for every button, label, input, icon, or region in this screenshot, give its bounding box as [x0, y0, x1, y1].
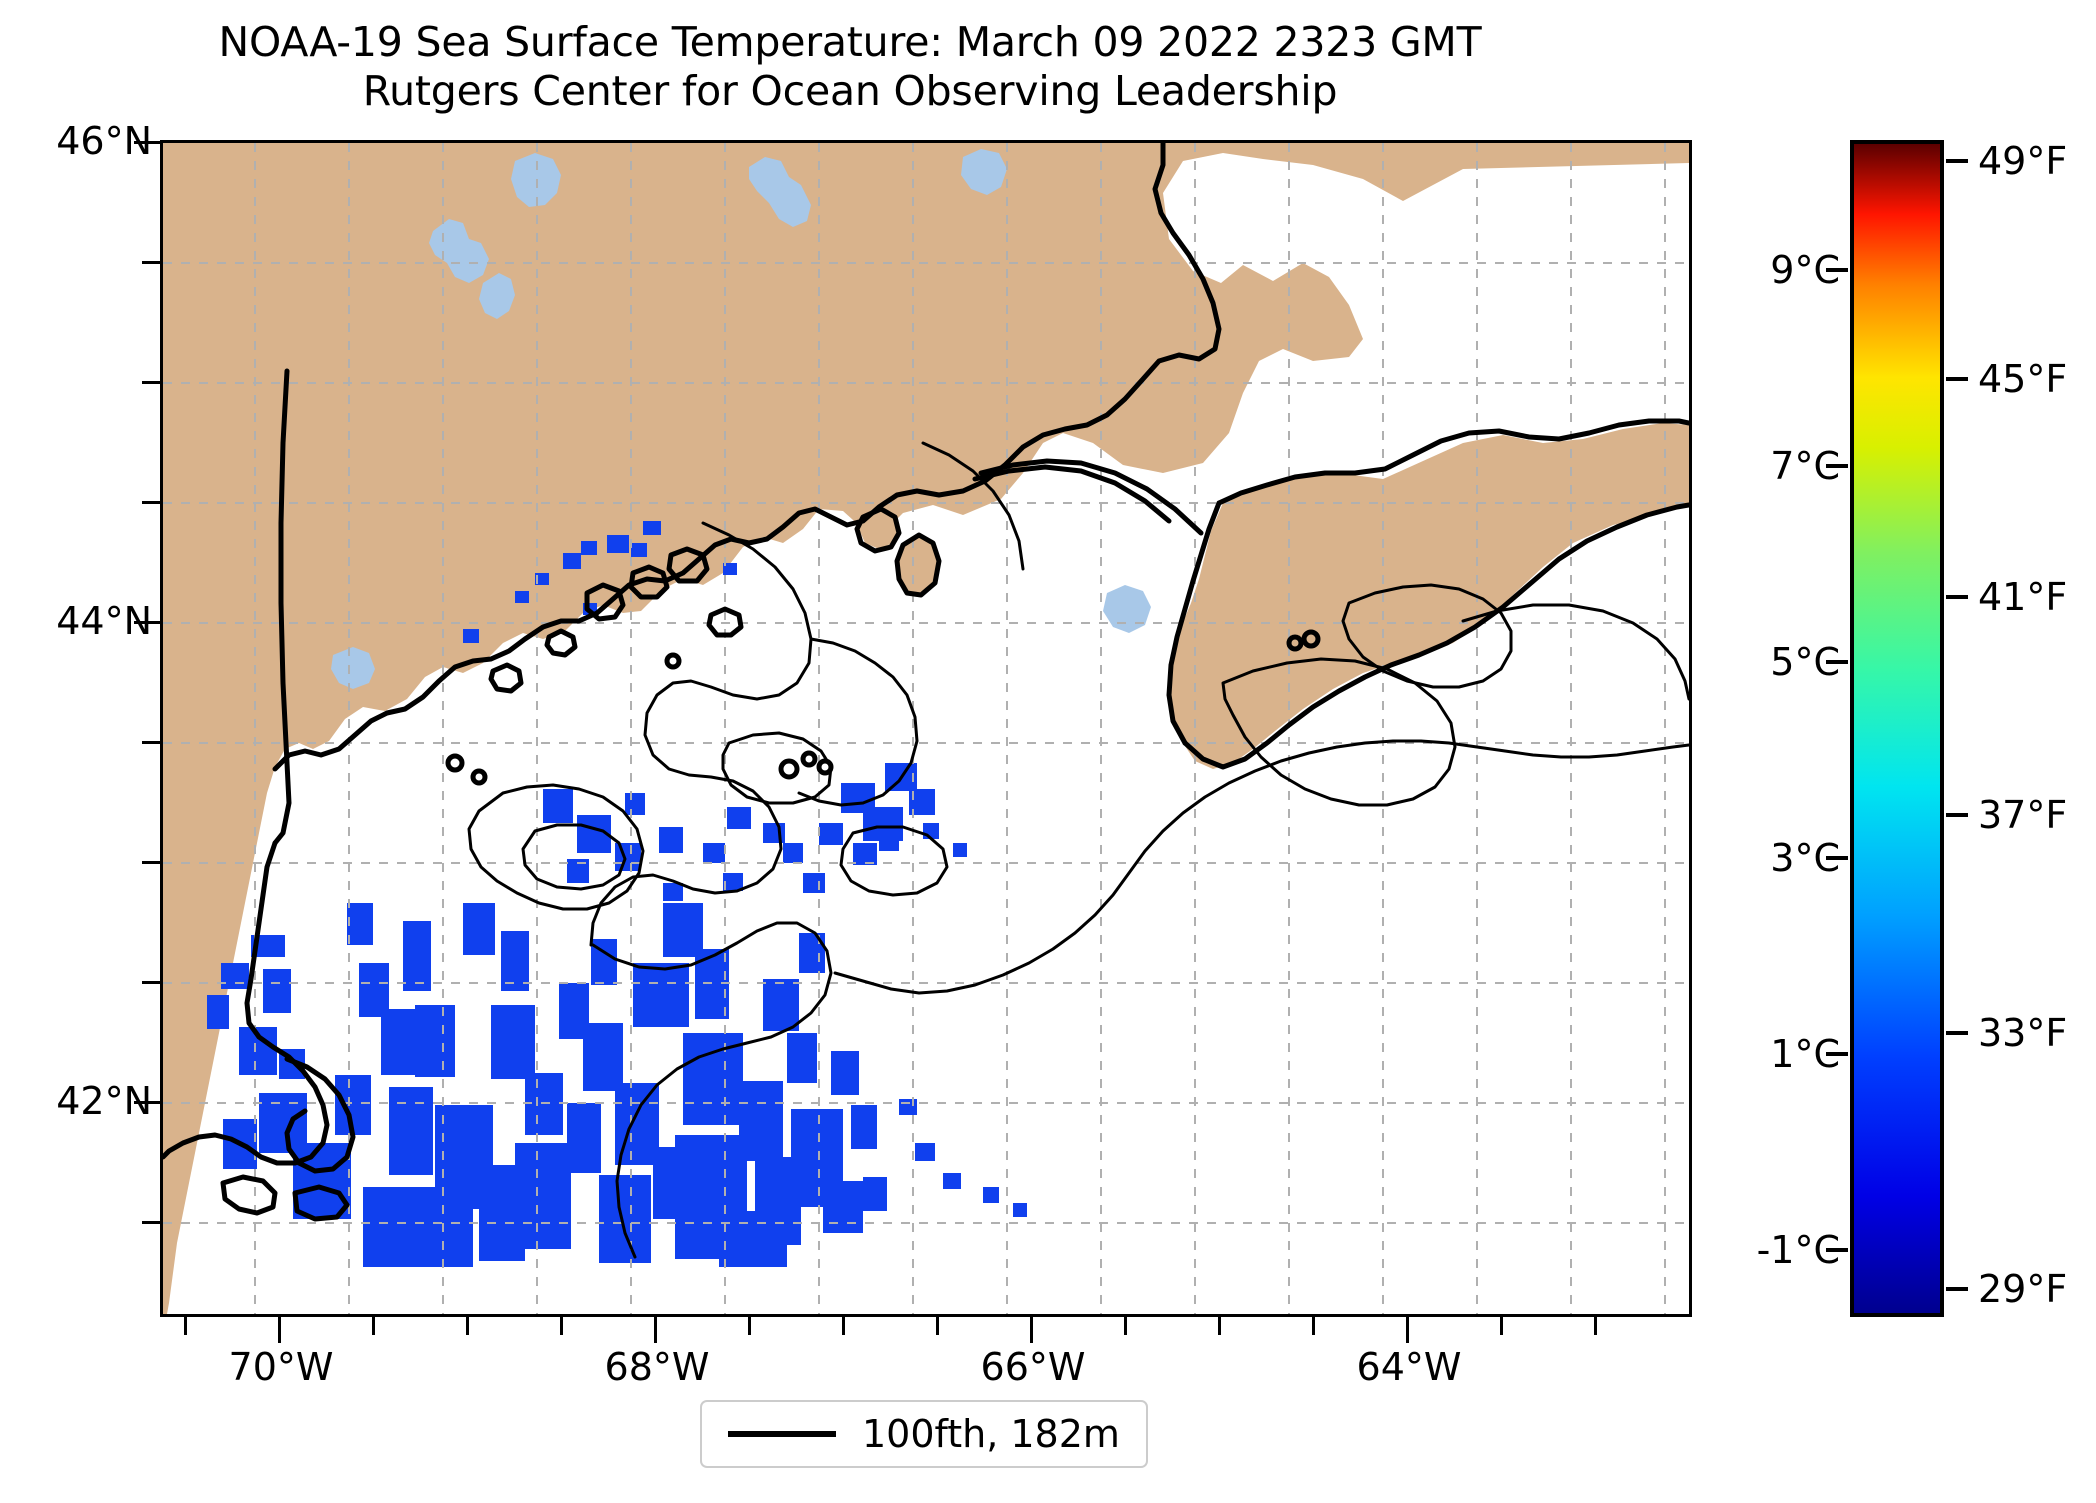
isobath-100fathom: [467, 441, 1689, 1259]
x-tick-minor: [560, 1317, 563, 1335]
y-tick-minor: [142, 381, 160, 384]
x-tick-70w: [278, 1317, 281, 1343]
y-axis-label-44n: 44°N: [56, 599, 152, 643]
x-tick-minor: [748, 1317, 751, 1335]
colorbar-tick-49f: [1946, 159, 1968, 163]
colorbar-tick-41f: [1946, 595, 1968, 599]
colorbar-gradient: [1850, 140, 1944, 1317]
x-tick-minor: [1594, 1317, 1597, 1335]
title-line-2: Rutgers Center for Ocean Observing Leade…: [362, 67, 1338, 116]
x-axis-label-66w: 66°W: [980, 1345, 1086, 1389]
x-tick-minor: [1312, 1317, 1315, 1335]
colorbar-tick-3c: [1826, 856, 1848, 860]
colorbar-label-3c: 3°C: [1770, 836, 1840, 880]
colorbar-label-7c: 7°C: [1770, 444, 1840, 488]
colorbar-label-37f: 37°F: [1978, 793, 2068, 837]
sst-data-pixels: [207, 521, 1027, 1267]
colorbar-label-neg1c: -1°C: [1756, 1228, 1840, 1272]
lake-polygons: [331, 149, 1151, 689]
colorbar-label-45f: 45°F: [1978, 357, 2068, 401]
y-tick-minor: [142, 1221, 160, 1224]
legend-line-swatch: [728, 1431, 836, 1437]
x-tick-minor: [842, 1317, 845, 1335]
colorbar-label-1c: 1°C: [1770, 1032, 1840, 1076]
colorbar-label-49f: 49°F: [1978, 139, 2068, 183]
colorbar-tick-7c: [1826, 464, 1848, 468]
colorbar-label-29f: 29°F: [1978, 1267, 2068, 1311]
chart-title: NOAA-19 Sea Surface Temperature: March 0…: [0, 18, 1700, 116]
y-tick-42n: [134, 1101, 160, 1104]
x-tick-minor: [1124, 1317, 1127, 1335]
y-tick-minor: [142, 261, 160, 264]
colorbar[interactable]: 9°C 7°C 5°C 3°C 1°C -1°C 49°F 45°F 41°F …: [1757, 139, 2067, 1317]
x-tick-minor: [1500, 1317, 1503, 1335]
colorbar-label-33f: 33°F: [1978, 1011, 2068, 1055]
colorbar-tick-29f: [1946, 1287, 1968, 1291]
title-line-1: NOAA-19 Sea Surface Temperature: March 0…: [218, 18, 1482, 66]
colorbar-tick-45f: [1946, 377, 1968, 381]
map-plot-area[interactable]: [160, 140, 1692, 1317]
colorbar-label-9c: 9°C: [1770, 248, 1840, 292]
y-tick-minor: [142, 861, 160, 864]
x-tick-minor: [372, 1317, 375, 1335]
x-tick-minor: [184, 1317, 187, 1335]
x-tick-minor: [936, 1317, 939, 1335]
x-axis-label-70w: 70°W: [228, 1345, 334, 1389]
isobath-legend[interactable]: 100fth, 182m: [700, 1400, 1148, 1468]
y-axis-label-46n: 46°N: [56, 119, 152, 163]
y-tick-minor: [142, 981, 160, 984]
y-tick-44n: [134, 621, 160, 624]
y-tick-minor: [142, 501, 160, 504]
colorbar-label-41f: 41°F: [1978, 575, 2068, 619]
x-axis-label-68w: 68°W: [604, 1345, 710, 1389]
coastlines: [163, 143, 1689, 1222]
y-tick-46n: [134, 141, 160, 144]
colorbar-tick-neg1c: [1826, 1248, 1848, 1252]
map-clip: [163, 143, 1689, 1314]
x-tick-minor: [1218, 1317, 1221, 1335]
x-tick-64w: [1406, 1317, 1409, 1343]
legend-label: 100fth, 182m: [862, 1412, 1120, 1456]
colorbar-tick-1c: [1826, 1052, 1848, 1056]
x-tick-68w: [654, 1317, 657, 1343]
map-graphic: [163, 143, 1689, 1314]
colorbar-tick-9c: [1826, 268, 1848, 272]
x-axis-label-64w: 64°W: [1356, 1345, 1462, 1389]
x-tick-minor: [466, 1317, 469, 1335]
colorbar-tick-33f: [1946, 1031, 1968, 1035]
colorbar-label-5c: 5°C: [1770, 640, 1840, 684]
y-axis-label-42n: 42°N: [56, 1079, 152, 1123]
y-tick-minor: [142, 741, 160, 744]
colorbar-tick-5c: [1826, 660, 1848, 664]
x-tick-66w: [1030, 1317, 1033, 1343]
colorbar-tick-37f: [1946, 813, 1968, 817]
